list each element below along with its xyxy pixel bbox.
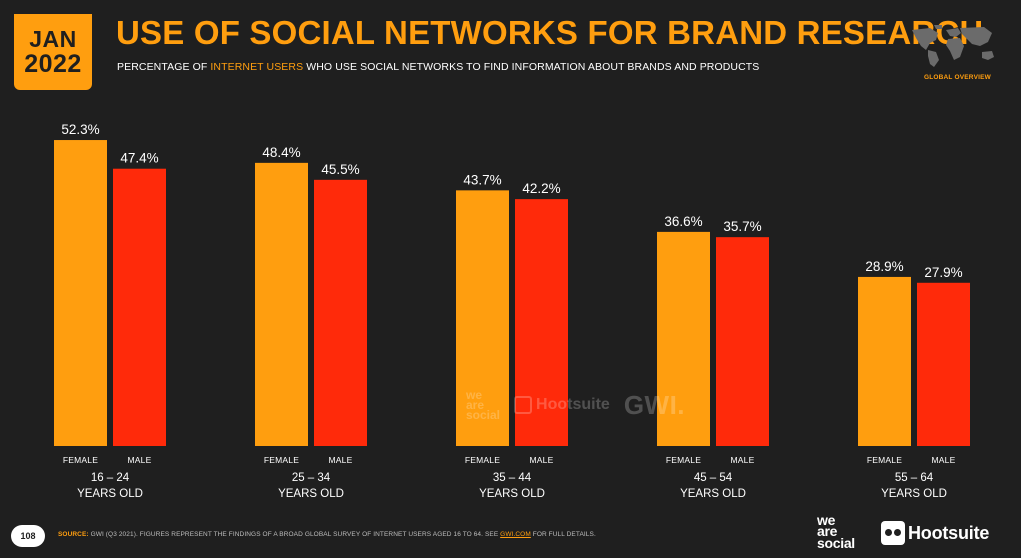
series-label-female-3: FEMALE <box>666 455 701 465</box>
bar-female-4 <box>858 276 911 446</box>
data-label-male-1: 45.5% <box>321 162 359 177</box>
bar-male-1 <box>314 179 367 446</box>
data-label-female-2: 43.7% <box>463 172 501 187</box>
bar-male-0 <box>113 168 166 446</box>
bar-female-1 <box>255 162 308 447</box>
bar-male-2 <box>515 199 568 446</box>
data-label-female-1: 48.4% <box>262 145 300 160</box>
logo-was-1: we <box>817 512 836 528</box>
subtitle-post: WHO USE SOCIAL NETWORKS TO FIND INFORMAT… <box>303 61 760 73</box>
series-label-female-1: FEMALE <box>264 455 299 465</box>
watermark: we are social Hootsuite GWI. <box>466 385 685 425</box>
category-sublabel-1: YEARS OLD <box>278 488 344 500</box>
category-sublabel-3: YEARS OLD <box>680 488 746 500</box>
owl-icon <box>514 396 533 414</box>
source-note: SOURCE: GWI (Q3 2021). FIGURES REPRESENT… <box>58 531 596 538</box>
category-label-1: 25 – 34 <box>292 472 331 484</box>
global-overview-label: GLOBAL OVERVIEW <box>923 74 991 81</box>
series-label-male-2: MALE <box>530 455 554 465</box>
series-label-male-1: MALE <box>329 455 353 465</box>
watermark-was-2: are <box>466 397 485 412</box>
category-label-3: 45 – 54 <box>694 472 733 484</box>
data-label-female-4: 28.9% <box>865 259 903 274</box>
category-sublabel-4: YEARS OLD <box>881 488 947 500</box>
source-text: GWI (Q3 2021). FIGURES REPRESENT THE FIN… <box>88 531 501 538</box>
date-month: JAN <box>29 25 77 52</box>
series-label-male-4: MALE <box>932 455 956 465</box>
data-label-male-0: 47.4% <box>120 151 158 166</box>
category-label-0: 16 – 24 <box>91 472 130 484</box>
bar-female-3 <box>657 231 710 446</box>
category-label-4: 55 – 64 <box>895 472 934 484</box>
watermark-hootsuite: Hootsuite <box>514 396 610 414</box>
category-sublabel-2: YEARS OLD <box>479 488 545 500</box>
logo-was-2: are <box>817 523 838 540</box>
category-label-2: 35 – 44 <box>493 472 532 484</box>
wearesocial-logo: we are social <box>817 512 855 551</box>
watermark-hootsuite-text: Hootsuite <box>536 396 610 413</box>
bar-female-2 <box>456 190 509 446</box>
source-key: SOURCE: <box>58 531 89 538</box>
series-label-female-4: FEMALE <box>867 455 902 465</box>
data-label-female-3: 36.6% <box>664 214 702 229</box>
date-badge: JAN 2022 <box>14 14 92 90</box>
series-label-female-2: FEMALE <box>465 455 500 465</box>
watermark-gwi: GWI. <box>623 389 686 420</box>
bar-male-4 <box>917 282 970 446</box>
data-label-male-3: 35.7% <box>723 219 761 234</box>
hootsuite-logo: Hootsuite <box>881 521 989 545</box>
category-sublabel-0: YEARS OLD <box>77 488 143 500</box>
watermark-was-1: we <box>466 387 483 402</box>
series-label-male-0: MALE <box>128 455 152 465</box>
data-label-male-4: 27.9% <box>924 265 962 280</box>
series-label-male-3: MALE <box>731 455 755 465</box>
hootsuite-name: Hootsuite <box>908 522 990 543</box>
source-link[interactable]: GWI.COM <box>500 531 531 538</box>
watermark-was-3: social <box>466 408 501 423</box>
series-label-female-0: FEMALE <box>63 455 98 465</box>
owl-icon <box>881 521 905 545</box>
watermark-wearesocial: we are social <box>466 387 501 423</box>
bar-male-3 <box>716 237 769 446</box>
logo-was-3: social <box>817 534 855 551</box>
subtitle-pre: PERCENTAGE OF <box>117 61 211 73</box>
date-year: 2022 <box>24 49 82 78</box>
subtitle: PERCENTAGE OF INTERNET USERS WHO USE SOC… <box>117 61 759 73</box>
data-label-male-2: 42.2% <box>522 181 560 196</box>
bar-female-0 <box>54 140 107 447</box>
subtitle-highlight: INTERNET USERS <box>210 61 304 73</box>
source-tail: FOR FULL DETAILS. <box>530 531 596 538</box>
world-map-icon <box>912 25 994 67</box>
data-label-female-0: 52.3% <box>61 122 99 137</box>
page-title: USE OF SOCIAL NETWORKS FOR BRAND RESEARC… <box>116 14 984 51</box>
page-number: 108 <box>11 525 45 547</box>
